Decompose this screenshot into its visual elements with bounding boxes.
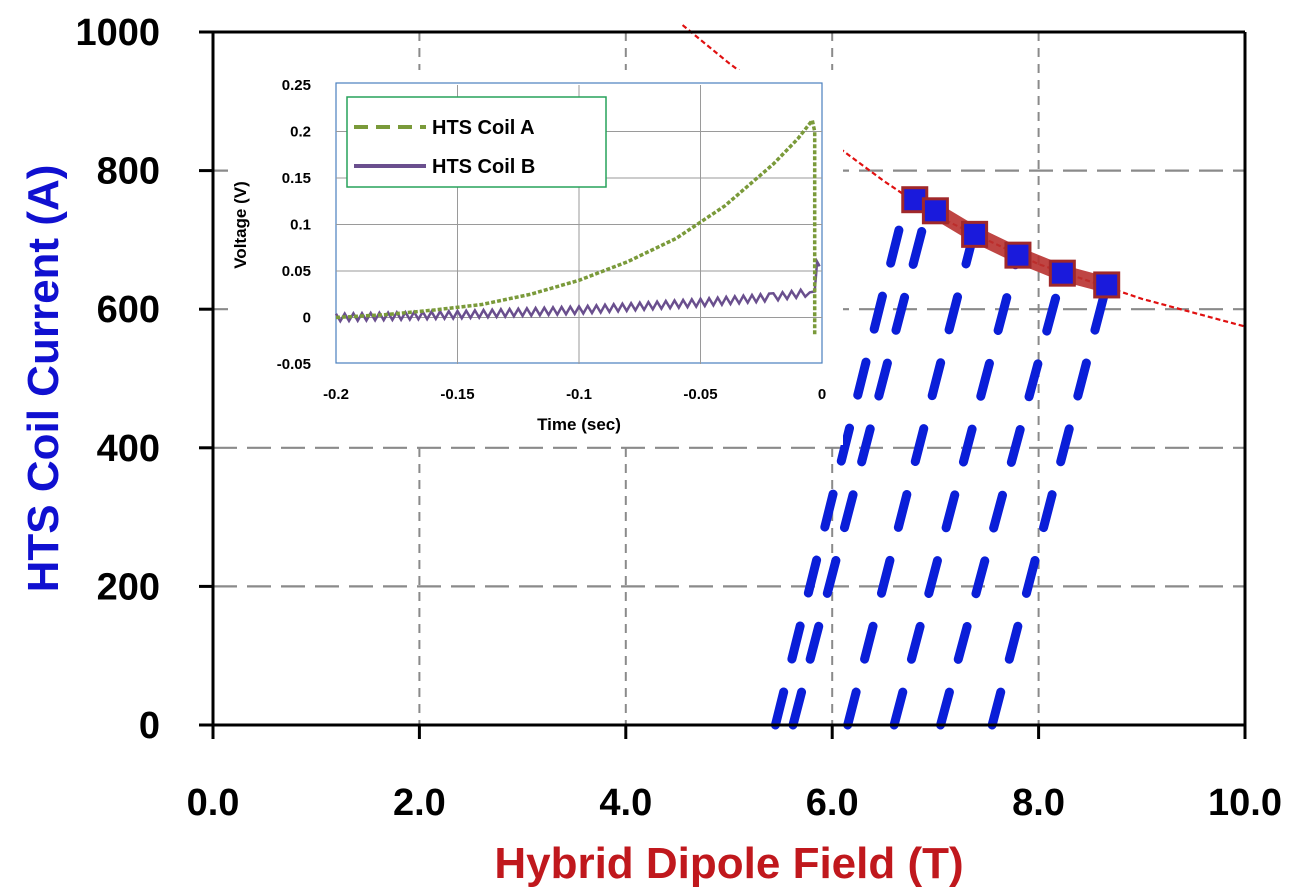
- inset-y-tick-label: 0: [303, 310, 311, 327]
- series-hts-coil-a-line: [335, 116, 817, 337]
- main-y-tick-label: 400: [97, 428, 160, 470]
- ramp-line: [987, 280, 1112, 730]
- main-x-tick-label: 4.0: [599, 782, 652, 824]
- main-x-tick-label: 0.0: [187, 782, 240, 824]
- ramp-line: [936, 268, 1067, 730]
- main-x-axis-title: Hybrid Dipole Field (T): [494, 839, 963, 888]
- inset-x-tick-label: -0.1: [566, 386, 592, 403]
- inset-y-tick-label: 0.05: [282, 263, 311, 280]
- series-hts-coil-b-line: [334, 257, 821, 324]
- inset-x-tick-label: -0.05: [683, 386, 717, 403]
- main-y-axis-title: HTS Coil Current (A): [19, 165, 68, 593]
- main-x-tick-label: 10.0: [1208, 782, 1282, 824]
- inset-x-tick-label: 0: [818, 386, 826, 403]
- main-x-tick-label: 8.0: [1012, 782, 1065, 824]
- main-y-tick-label: 200: [97, 566, 160, 608]
- inset-y-tick-label: 0.25: [282, 77, 311, 94]
- inset-y-axis-title: Voltage (V): [231, 181, 250, 269]
- main-x-tick-label: 6.0: [806, 782, 859, 824]
- main-x-tick-label: 2.0: [393, 782, 446, 824]
- main-y-tick-label: 600: [97, 289, 160, 331]
- inset-chart: -0.2 -0.15 -0.1 -0.05 0 -0.05 0 0.05 0.1 0.15 0.2 0…: [228, 70, 843, 445]
- ramp-line: [770, 195, 912, 730]
- inset-y-tick-label: 0.1: [290, 217, 311, 234]
- main-y-tick-label: 800: [97, 151, 160, 193]
- legend-label-hts-coil-a: HTS Coil A: [432, 117, 535, 139]
- inset-x-tick-label: -0.15: [440, 386, 474, 403]
- ramp-line: [843, 229, 979, 730]
- quench-marker: [1004, 241, 1032, 269]
- inset-y-tick-label: 0.2: [290, 124, 311, 141]
- ramp-line: [788, 206, 932, 730]
- inset-x-tick-label: -0.2: [323, 386, 349, 403]
- legend-box: [346, 96, 607, 188]
- main-y-tick-label: 1000: [75, 12, 160, 54]
- quench-marker: [1093, 271, 1121, 299]
- inset-x-axis-title: Time (sec): [537, 415, 621, 434]
- inset-y-tick-label: 0.15: [282, 170, 311, 187]
- inset-y-tick-label: -0.05: [277, 356, 311, 373]
- quench-marker: [921, 197, 949, 225]
- inset-legend: HTS Coil A HTS Coil B: [346, 96, 607, 188]
- main-y-tick-label: 0: [139, 705, 160, 747]
- legend-label-hts-coil-b: HTS Coil B: [432, 156, 535, 178]
- quench-marker: [1048, 259, 1076, 287]
- quench-marker: [961, 220, 989, 248]
- ramp-line: [889, 250, 1023, 730]
